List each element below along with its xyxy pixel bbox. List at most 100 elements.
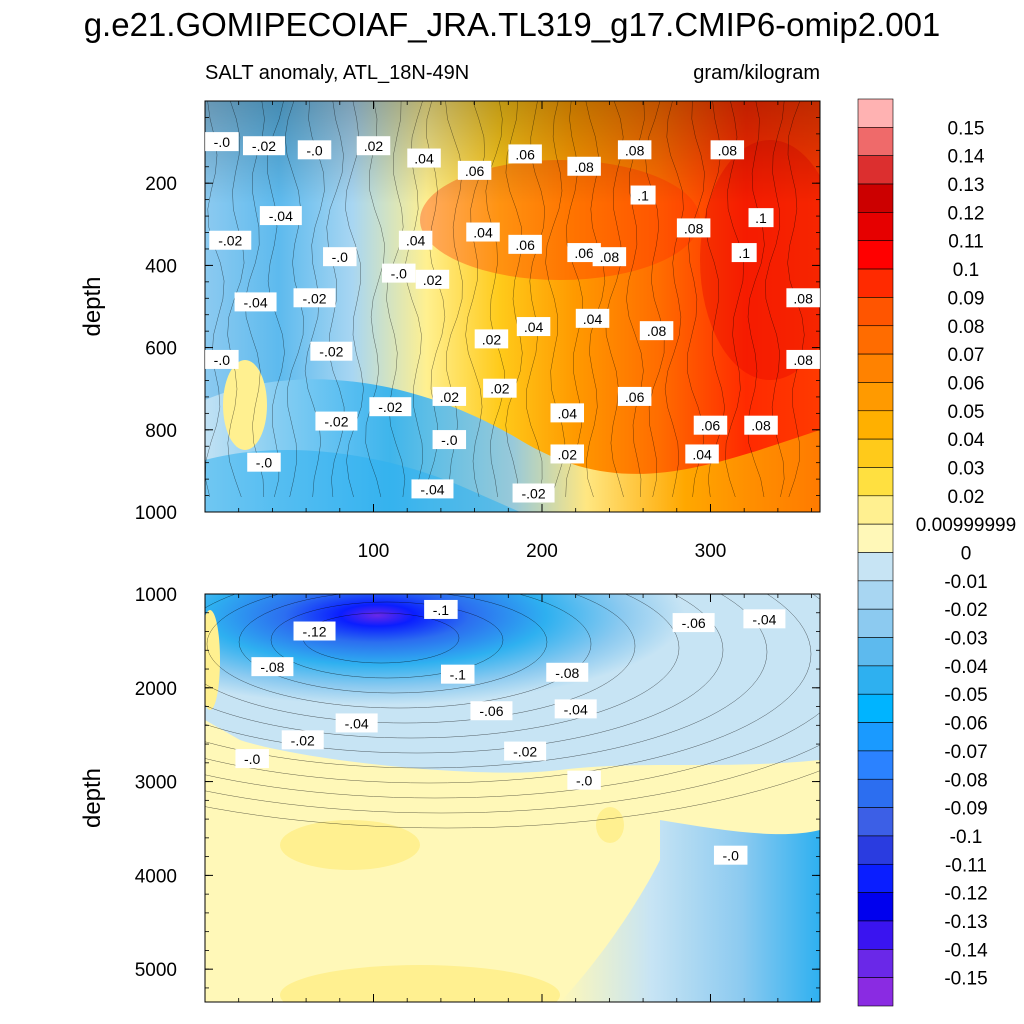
svg-text:.06: .06 (515, 146, 535, 162)
contour-label: -.02 (293, 288, 336, 308)
contour-label: .06 (508, 144, 542, 164)
colorbar-swatch (857, 467, 894, 497)
svg-text:.08: .08 (574, 159, 594, 175)
contour-label: -.0 (235, 749, 269, 769)
colorbar-swatch (857, 835, 894, 865)
svg-text:.06: .06 (465, 163, 485, 179)
contour-label: .06 (508, 234, 542, 254)
y-tick-label: 200 (145, 174, 177, 195)
colorbar-swatch (857, 977, 894, 1007)
colorbar-label: 0.08 (948, 317, 985, 338)
colorbar-swatch (857, 98, 894, 128)
colorbar-label: -0.13 (944, 912, 987, 933)
contour-label: .08 (786, 349, 820, 369)
svg-text:.1: .1 (637, 188, 649, 204)
colorbar-swatch (857, 155, 894, 185)
y-tick-label: 3000 (135, 773, 177, 794)
colorbar-label: -0.04 (944, 657, 988, 678)
svg-text:.04: .04 (524, 319, 544, 335)
contour-label: -.08 (251, 657, 294, 677)
colorbar-swatch (857, 523, 894, 553)
contour-label: -.1 (440, 664, 475, 684)
colorbar-label: -0.03 (944, 629, 987, 650)
colorbar-swatch (857, 382, 894, 412)
svg-text:.04: .04 (558, 405, 578, 421)
colorbar-swatch (857, 552, 894, 582)
svg-text:-.02: -.02 (252, 138, 276, 154)
upper-panel-frame (204, 100, 821, 513)
colorbar-label: -0.06 (944, 714, 987, 735)
svg-text:.08: .08 (684, 220, 704, 236)
contour-label: -.08 (546, 662, 589, 682)
contour-label: -.02 (369, 397, 412, 417)
colorbar-label: 0.12 (948, 203, 985, 224)
y-tick-label: 1000 (135, 503, 177, 524)
svg-text:.1: .1 (755, 210, 767, 226)
svg-text:-.0: -.0 (576, 773, 593, 789)
y-tick-label: 400 (145, 256, 177, 277)
colorbar-label: -0.15 (944, 969, 987, 990)
svg-text:.04: .04 (414, 151, 434, 167)
svg-text:-.04: -.04 (752, 611, 776, 627)
svg-text:.06: .06 (574, 245, 594, 261)
colorbar-swatch (857, 863, 894, 893)
colorbar-label: 0.04 (948, 430, 985, 451)
contour-label: -.0 (297, 140, 332, 160)
svg-text:.04: .04 (473, 225, 493, 241)
contour-label: .02 (432, 386, 467, 406)
contour-label: .06 (617, 386, 652, 406)
colorbar-label: 0.02 (948, 487, 985, 508)
svg-text:.08: .08 (625, 142, 645, 158)
svg-text:-.04: -.04 (345, 715, 369, 731)
y-axis-label: depth (79, 768, 106, 828)
svg-text:-.04: -.04 (269, 208, 293, 224)
colorbar-swatch (857, 410, 894, 440)
colorbar-label: 0.00999999 (916, 515, 1016, 536)
svg-text:-.02: -.02 (319, 344, 343, 360)
colorbar-label: 0.06 (948, 373, 985, 394)
svg-text:-.0: -.0 (214, 134, 231, 150)
contour-label: -.04 (259, 206, 302, 226)
contour-label: .08 (676, 218, 711, 238)
colorbar-label: -0.11 (945, 855, 987, 876)
contour-label: -.04 (234, 292, 277, 312)
contour-label: .06 (693, 415, 728, 435)
contour-label: .1 (748, 208, 774, 228)
svg-text:-.02: -.02 (302, 290, 326, 306)
svg-text:-.02: -.02 (218, 233, 242, 249)
contour-label: .08 (639, 321, 674, 341)
colorbar-swatch (857, 127, 894, 156)
colorbar-swatch (857, 693, 894, 723)
contour-label: -.04 (743, 609, 786, 629)
svg-text:.02: .02 (440, 389, 460, 405)
contour-label: -.04 (335, 713, 378, 733)
chart-title: g.e21.GOMIPECOIAF_JRA.TL319_g17.CMIP6-om… (83, 6, 941, 43)
svg-text:.02: .02 (558, 446, 578, 462)
svg-text:.08: .08 (793, 290, 813, 306)
svg-text:-.0: -.0 (306, 142, 323, 158)
contour-label: -.02 (242, 136, 285, 156)
contour-label: .04 (685, 444, 719, 464)
colorbar-swatch (857, 778, 894, 808)
svg-text:-.1: -.1 (450, 667, 467, 683)
contour-label: .02 (415, 269, 450, 289)
contour-label: -.02 (512, 483, 555, 503)
y-tick-label: 600 (145, 339, 177, 360)
x-tick-label: 200 (526, 541, 558, 562)
colorbar-swatch (857, 240, 894, 270)
colorbar-swatch (857, 608, 894, 638)
svg-text:-.08: -.08 (260, 659, 284, 675)
svg-text:-.04: -.04 (420, 481, 444, 497)
contour-label: -.12 (293, 621, 336, 641)
contour-label: -.02 (504, 741, 547, 761)
colorbar-swatch (857, 268, 894, 298)
svg-text:-.0: -.0 (391, 266, 408, 282)
colorbar-swatch (857, 750, 894, 780)
svg-text:.08: .08 (600, 249, 620, 265)
contour-label: .02 (474, 329, 509, 349)
colorbar-swatch (857, 297, 894, 327)
colorbar-label: 0 (961, 544, 972, 565)
contour-label: .06 (567, 243, 601, 263)
x-tick-label: 300 (695, 541, 727, 562)
colorbar-label: 0.13 (948, 175, 985, 196)
